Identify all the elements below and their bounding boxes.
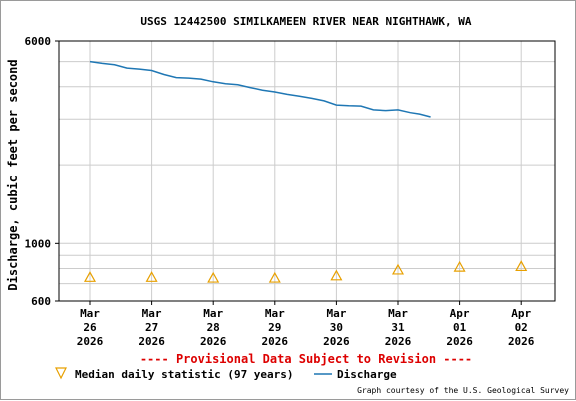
x-tick-label: 2026 — [508, 335, 535, 348]
y-tick-label: 600 — [31, 295, 51, 308]
median-point — [453, 260, 466, 272]
x-tick-label: Mar — [388, 307, 408, 320]
legend-discharge-label: Discharge — [337, 368, 397, 381]
x-tick-label: 2026 — [200, 335, 227, 348]
legend-median-marker — [55, 367, 67, 380]
x-tick-label: Mar — [80, 307, 100, 320]
x-tick-label: Mar — [326, 307, 346, 320]
median-point — [330, 269, 343, 281]
x-tick-label: 2026 — [138, 335, 165, 348]
x-tick-label: 2026 — [77, 335, 104, 348]
x-tick-label: 2026 — [385, 335, 412, 348]
y-tick-label: 1000 — [25, 237, 52, 250]
median-point — [515, 260, 528, 272]
credit-text: Graph courtesy of the U.S. Geological Su… — [357, 386, 569, 395]
x-tick-label: Apr — [511, 307, 531, 320]
x-tick-label: 29 — [268, 321, 281, 334]
median-point — [391, 263, 405, 275]
plot-area — [58, 40, 556, 302]
x-tick-label: 2026 — [446, 335, 473, 348]
chart-title: USGS 12442500 SIMILKAMEEN RIVER NEAR NIG… — [140, 15, 472, 28]
y-axis-label: Discharge, cubic feet per second — [6, 59, 20, 290]
x-tick-label: Mar — [203, 307, 223, 320]
median-point — [83, 271, 97, 282]
median-point — [207, 271, 220, 283]
x-tick-label: 01 — [453, 321, 467, 334]
x-tick-label: Mar — [142, 307, 162, 320]
provisional-note: ---- Provisional Data Subject to Revisio… — [140, 352, 472, 366]
x-axis: Mar262026Mar272026Mar282026Mar292026Mar3… — [77, 301, 535, 348]
grid-lines — [59, 41, 555, 301]
median-point — [145, 271, 158, 282]
legend: Median daily statistic (97 years) Discha… — [55, 367, 397, 381]
x-tick-label: 31 — [391, 321, 405, 334]
x-tick-label: Mar — [265, 307, 285, 320]
x-tick-label: 28 — [207, 321, 220, 334]
y-tick-label: 6000 — [25, 35, 52, 48]
legend-median-label: Median daily statistic (97 years) — [75, 368, 294, 381]
y-axis: 600 1000 6000 — [25, 35, 59, 308]
median-point — [268, 271, 281, 283]
x-tick-label: Apr — [450, 307, 470, 320]
x-tick-label: 2026 — [262, 335, 289, 348]
x-tick-label: 27 — [145, 321, 158, 334]
x-tick-label: 26 — [83, 321, 97, 334]
discharge-line — [89, 60, 431, 118]
x-tick-label: 02 — [515, 321, 528, 334]
series-layer — [83, 60, 528, 283]
x-tick-label: 2026 — [323, 335, 350, 348]
x-tick-label: 30 — [330, 321, 343, 334]
